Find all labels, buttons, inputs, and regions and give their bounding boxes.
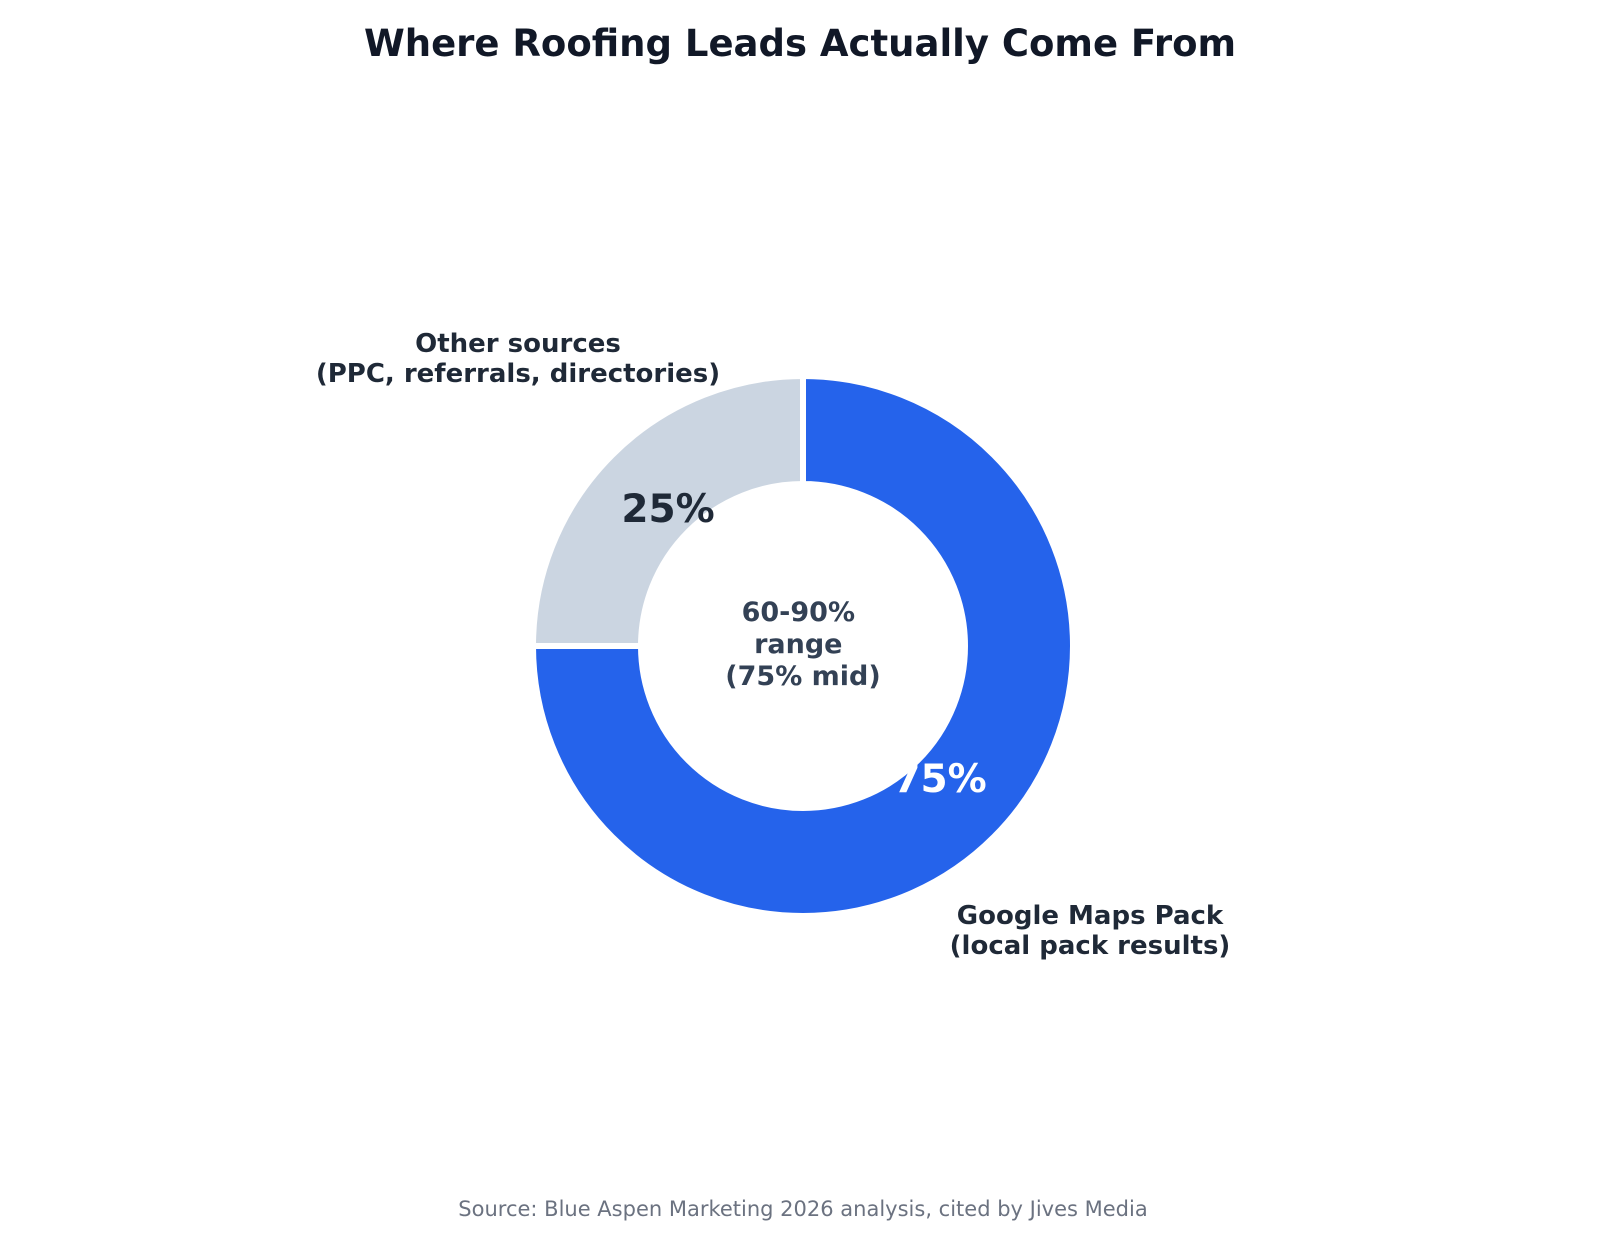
center-label-line-1: 60-90% <box>742 597 855 628</box>
donut-slices <box>529 372 1076 919</box>
slice-1 <box>529 372 806 649</box>
slice-labels: 75% Google Maps Pack (local pack results) 2… <box>316 329 1230 961</box>
slice-category-label-1-line-1: (PPC, referrals, directories) <box>316 359 720 389</box>
slice-value-label-1: 25% <box>621 487 714 532</box>
center-label: 60-90% range (75% mid) <box>725 597 880 692</box>
slice-category-label-1: Other sources (PPC, referrals, directorie… <box>316 329 720 389</box>
center-label-line-2: range <box>754 629 842 660</box>
source-note: Source: Blue Aspen Marketing 2026 analys… <box>458 1197 1147 1221</box>
slice-category-label-0-line-1: (local pack results) <box>950 931 1231 961</box>
slice-category-label-0-line-0: Google Maps Pack <box>957 901 1224 931</box>
slice-0 <box>529 372 1076 919</box>
center-label-line-3: (75% mid) <box>725 661 880 692</box>
slice-category-label-1-line-0: Other sources <box>415 329 621 359</box>
slice-category-label-0: Google Maps Pack (local pack results) <box>950 901 1231 961</box>
slice-value-label-0: 75% <box>893 757 986 802</box>
chart-title: Where Roofing Leads Actually Come From <box>364 22 1236 65</box>
